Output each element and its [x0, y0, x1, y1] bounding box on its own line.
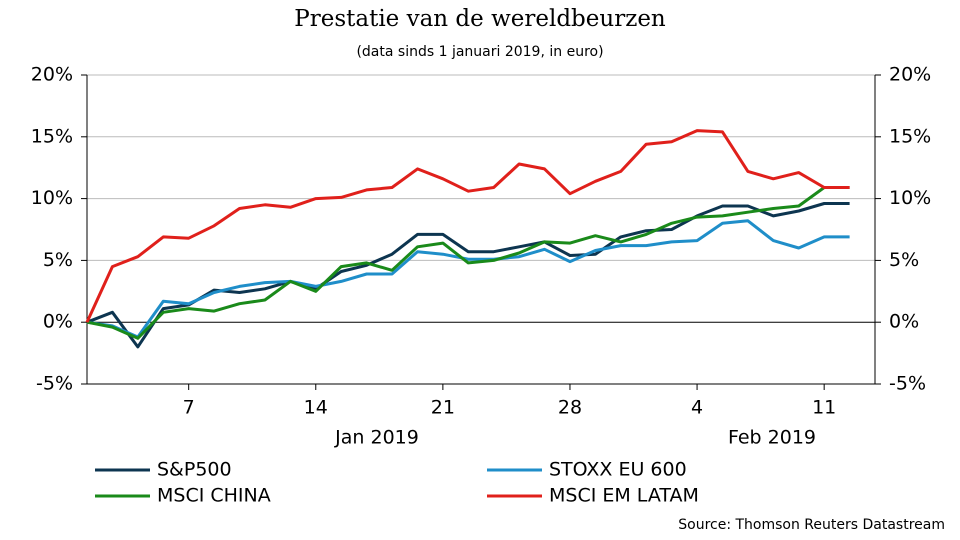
y-tick-label: 15% [31, 125, 73, 147]
y-tick-label: -5% [36, 373, 73, 395]
x-tick-label: 7 [183, 397, 195, 419]
chart-subtitle: (data sinds 1 januari 2019, in euro) [356, 44, 603, 60]
x-group-label: Feb 2019 [728, 427, 816, 449]
chart-title: Prestatie van de wereldbeurzen [294, 6, 666, 32]
x-tick-label: 14 [304, 397, 328, 419]
y2-tick-label: 0% [889, 311, 919, 333]
y-tick-label: 5% [43, 249, 73, 271]
y2-tick-label: 15% [889, 125, 931, 147]
legend-label: S&P500 [157, 459, 232, 481]
series-line [86, 186, 850, 340]
y-tick-label: 10% [31, 187, 73, 209]
x-tick-label: 4 [691, 397, 703, 419]
source: Source: Thomson Reuters Datastream [678, 517, 945, 533]
series-line [86, 202, 850, 349]
x-tick-label: 21 [431, 397, 455, 419]
y2-tick-label: 5% [889, 249, 919, 271]
y2-tick-label: 20% [889, 64, 931, 86]
legend-label: MSCI CHINA [157, 485, 271, 507]
x-group-label: Jan 2019 [334, 427, 419, 449]
y2-tick-label: -5% [889, 373, 926, 395]
y2-tick-label: 10% [889, 187, 931, 209]
legend-label: MSCI EM LATAM [549, 485, 699, 507]
y-tick-label: 20% [31, 64, 73, 86]
legend-label: STOXX EU 600 [549, 459, 687, 481]
x-tick-label: 28 [558, 397, 582, 419]
series-line [85, 129, 850, 323]
y-tick-label: 0% [43, 311, 73, 333]
series-line [86, 219, 850, 339]
x-tick-label: 11 [812, 397, 836, 419]
